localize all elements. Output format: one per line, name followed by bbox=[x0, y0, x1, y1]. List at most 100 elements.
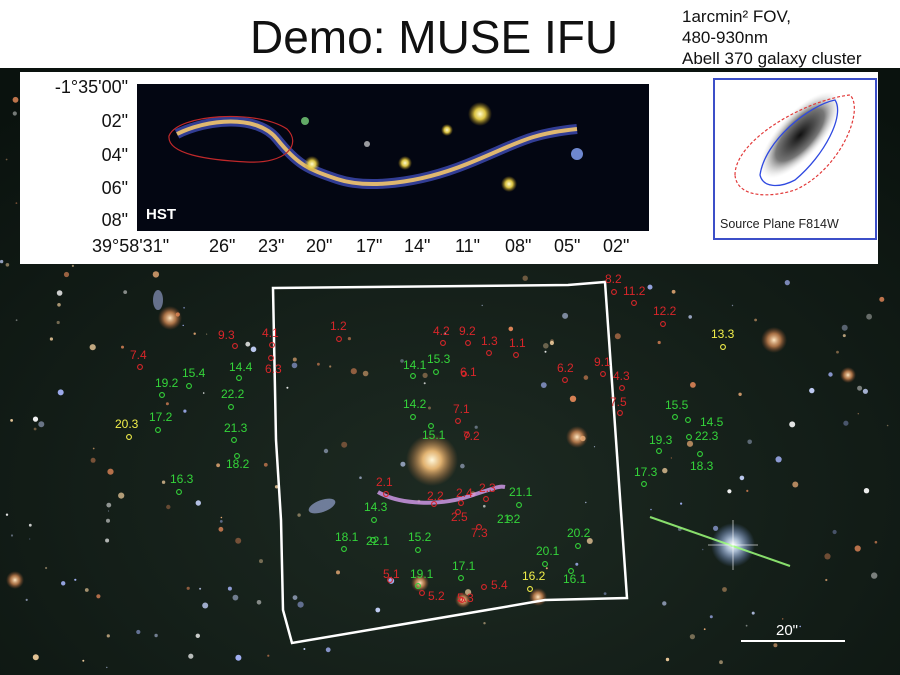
background-galaxy bbox=[375, 607, 381, 613]
background-galaxy bbox=[32, 654, 39, 661]
ra-tick-label: 02" bbox=[603, 236, 630, 256]
background-galaxy bbox=[400, 461, 406, 467]
image-markers bbox=[126, 289, 726, 603]
image-label-green: 22.1 bbox=[366, 534, 390, 548]
background-galaxy bbox=[739, 475, 745, 481]
image-label-red: 9.3 bbox=[218, 328, 235, 342]
background-galaxy bbox=[61, 581, 66, 586]
image-label-red: 6.2 bbox=[557, 361, 574, 375]
background-galaxy bbox=[593, 446, 596, 448]
background-galaxy bbox=[483, 622, 486, 625]
image-label-red: 1.2 bbox=[330, 319, 347, 333]
image-marker-red bbox=[464, 432, 470, 438]
image-label-red: 7.4 bbox=[130, 348, 147, 362]
image-marker-red bbox=[600, 371, 606, 377]
image-marker-red bbox=[465, 340, 471, 346]
image-marker-green bbox=[433, 369, 439, 375]
image-label-green: 17.1 bbox=[452, 559, 476, 573]
background-galaxy bbox=[671, 289, 676, 294]
hst-arc-image bbox=[137, 84, 649, 231]
image-marker-green bbox=[236, 375, 242, 381]
spiral-galaxy bbox=[153, 290, 163, 310]
background-galaxy bbox=[166, 504, 171, 510]
background-galaxy bbox=[32, 416, 39, 422]
fov-note: 1arcmin² FOV, 480-930nm Abell 370 galaxy… bbox=[682, 6, 862, 69]
source-plane-panel bbox=[713, 78, 877, 240]
background-galaxy bbox=[738, 392, 742, 396]
background-galaxy bbox=[747, 439, 752, 445]
image-label-red: 9.2 bbox=[459, 324, 476, 338]
background-galaxy bbox=[522, 275, 528, 281]
background-galaxy bbox=[235, 537, 242, 544]
background-galaxy bbox=[5, 513, 9, 516]
background-galaxy bbox=[722, 587, 727, 592]
background-galaxy bbox=[199, 587, 202, 590]
background-galaxy bbox=[680, 502, 683, 505]
background-galaxy bbox=[665, 657, 670, 662]
ra-tick-label: 23" bbox=[258, 236, 285, 256]
background-galaxy bbox=[359, 476, 362, 480]
image-marker-red bbox=[232, 343, 238, 349]
image-marker-green bbox=[641, 481, 647, 487]
ra-tick-label: 20" bbox=[306, 236, 333, 256]
background-galaxy bbox=[107, 468, 114, 475]
image-label-green: 19.1 bbox=[410, 567, 434, 581]
giant-arc bbox=[376, 484, 506, 505]
ra-tick-label: 39°58'31" bbox=[92, 236, 170, 256]
image-marker-green bbox=[415, 547, 421, 553]
background-galaxy bbox=[188, 653, 194, 659]
background-galaxy bbox=[879, 296, 885, 302]
ra-tick-label: 08" bbox=[505, 236, 532, 256]
background-galaxy bbox=[871, 572, 878, 579]
background-galaxy bbox=[15, 202, 18, 205]
hst-label: HST bbox=[146, 206, 176, 223]
image-label-green: 21.1 bbox=[509, 485, 533, 499]
background-galaxy bbox=[12, 111, 17, 116]
scale-bar-label: 20" bbox=[776, 622, 799, 639]
image-marker-green bbox=[686, 434, 692, 440]
background-galaxy bbox=[585, 501, 587, 504]
background-galaxy bbox=[832, 529, 837, 535]
image-label-green: 15.5 bbox=[665, 398, 689, 412]
background-galaxy bbox=[183, 306, 186, 309]
background-galaxy bbox=[544, 350, 547, 353]
background-galaxy bbox=[727, 489, 732, 494]
image-label-red: 2.1 bbox=[376, 475, 393, 489]
background-galaxy bbox=[107, 510, 110, 512]
background-galaxy bbox=[841, 324, 848, 331]
image-marker-green bbox=[507, 515, 513, 521]
background-galaxy bbox=[422, 372, 428, 378]
background-galaxy bbox=[82, 659, 85, 662]
background-galaxy bbox=[686, 440, 694, 447]
background-galaxy bbox=[63, 271, 70, 278]
background-galaxy bbox=[218, 526, 224, 532]
image-marker-yellow bbox=[527, 586, 533, 592]
ra-tick-label: 05" bbox=[554, 236, 581, 256]
cluster-galaxy bbox=[158, 306, 182, 330]
image-marker-green bbox=[155, 427, 161, 433]
image-label-red: 2.5 bbox=[451, 510, 468, 524]
background-galaxy bbox=[731, 304, 734, 307]
image-marker-red bbox=[486, 350, 492, 356]
background-galaxy bbox=[259, 559, 263, 564]
background-galaxy bbox=[96, 594, 101, 599]
image-label-red: 8.2 bbox=[605, 272, 622, 286]
background-galaxy bbox=[183, 409, 187, 413]
background-galaxy bbox=[460, 463, 465, 469]
image-label-yellow: 13.3 bbox=[711, 327, 735, 341]
background-galaxy bbox=[549, 340, 555, 346]
image-label-red: 2.4 bbox=[456, 486, 473, 500]
image-label-red: 5.1 bbox=[383, 567, 400, 581]
background-galaxy bbox=[483, 504, 486, 508]
image-label-green: 16.3 bbox=[170, 472, 194, 486]
background-galaxy bbox=[202, 392, 205, 394]
background-galaxy bbox=[662, 467, 668, 474]
background-galaxy bbox=[874, 540, 878, 544]
image-label-green: 18.2 bbox=[226, 457, 250, 471]
fov-note-line: 480-930nm bbox=[682, 28, 769, 47]
background-galaxy bbox=[165, 402, 169, 406]
background-galaxy bbox=[886, 424, 889, 427]
background-galaxy bbox=[323, 448, 329, 454]
background-galaxy bbox=[193, 332, 196, 335]
background-galaxy bbox=[297, 601, 304, 608]
